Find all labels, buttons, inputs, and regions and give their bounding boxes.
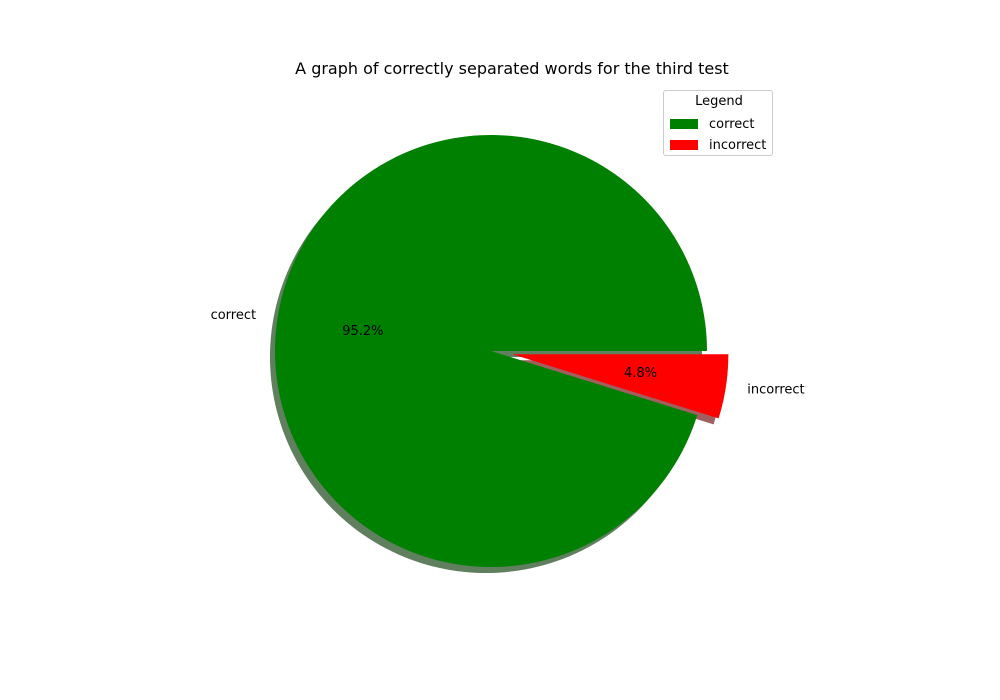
slice-correct xyxy=(275,134,707,567)
chart-title: A graph of correctly separated words for… xyxy=(295,59,729,78)
legend-entry-correct: correct xyxy=(670,115,755,133)
slice-incorrect xyxy=(512,354,729,419)
legend-label-correct: correct xyxy=(709,116,755,132)
slice-pct-correct: 95.2% xyxy=(342,324,383,339)
slice-label-correct: correct xyxy=(211,308,257,323)
slice-label-incorrect: incorrect xyxy=(747,382,804,397)
legend-swatch-correct xyxy=(670,119,698,129)
slice-pct-incorrect: 4.8% xyxy=(624,366,657,381)
legend-swatch-incorrect xyxy=(670,140,698,150)
legend-label-incorrect: incorrect xyxy=(709,137,767,153)
legend-entry-incorrect: incorrect xyxy=(670,136,766,154)
legend: Legend correct incorrect xyxy=(663,90,773,156)
legend-title: Legend xyxy=(695,94,743,109)
